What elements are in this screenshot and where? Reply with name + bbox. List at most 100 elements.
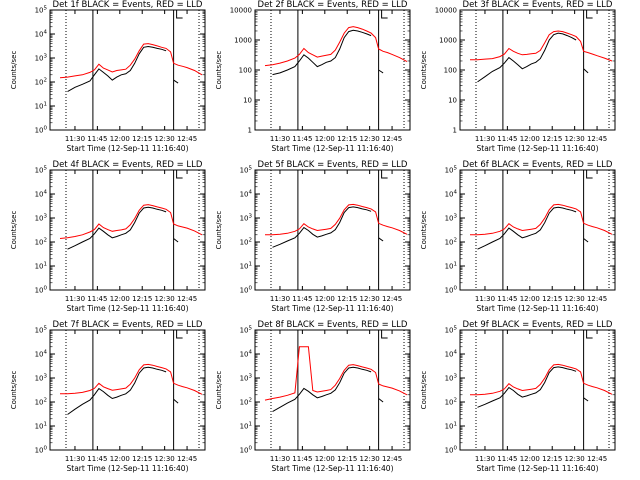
y-tick-label: 102	[35, 238, 47, 247]
x-tick-label: 12:00	[520, 455, 540, 463]
panel-7: Det 7f BLACK = Events, RED = LLD 100 101 10…	[10, 320, 206, 473]
x-tick-label: 12:00	[110, 295, 130, 303]
series-line-events	[272, 366, 384, 413]
bracket-mark	[586, 10, 593, 19]
x-tick-label: 12:30	[565, 295, 585, 303]
panel-title: Det 2f BLACK = Events, RED = LLD	[258, 0, 408, 10]
bracket-mark	[176, 170, 183, 179]
y-tick-label: 105	[35, 6, 48, 15]
x-tick-label: 12:15	[542, 295, 562, 303]
y-tick-label: 100	[445, 286, 458, 295]
plot-frame	[49, 169, 206, 291]
y-tick-label: 10000	[435, 7, 457, 15]
y-tick-label: 104	[445, 350, 458, 359]
x-tick-label: 12:00	[110, 135, 130, 143]
x-tick-label: 11:30	[475, 455, 495, 463]
y-tick-label: 100	[239, 67, 252, 75]
y-tick-label: 10	[448, 97, 457, 105]
y-tick-label: 105	[445, 166, 458, 175]
panel-3: Det 3f BLACK = Events, RED = LLD 1 10 100 10…	[420, 0, 616, 153]
panel-title: Det 7f BLACK = Events, RED = LLD	[53, 320, 203, 330]
y-tick-label: 10000	[230, 7, 252, 15]
bracket-mark	[381, 10, 388, 19]
panel-title: Det 5f BLACK = Events, RED = LLD	[258, 160, 408, 170]
y-tick-label: 105	[35, 326, 48, 335]
x-tick-label: 12:30	[155, 135, 175, 143]
x-tick-label: 12:15	[132, 295, 152, 303]
y-tick-label: 100	[35, 446, 48, 455]
series-line-lld	[264, 26, 408, 67]
y-tick-label: 103	[35, 214, 48, 223]
y-tick-label: 103	[35, 54, 48, 63]
y-axis-label: Counts/sec	[215, 371, 223, 410]
plot-frame	[254, 329, 411, 451]
plot-frame	[49, 329, 206, 451]
x-tick-label: 11:30	[65, 455, 85, 463]
x-tick-label: 12:45	[177, 135, 197, 143]
series-line-events	[67, 366, 179, 415]
y-tick-label: 101	[35, 422, 47, 431]
y-tick-label: 105	[240, 166, 253, 175]
y-tick-label: 100	[35, 126, 48, 135]
panel-title: Det 4f BLACK = Events, RED = LLD	[53, 160, 203, 170]
x-tick-label: 12:30	[155, 455, 175, 463]
x-axis-label: Start Time (12-Sep-11 11:16:40)	[272, 144, 394, 153]
x-tick-label: 11:30	[65, 135, 85, 143]
y-tick-label: 100	[240, 286, 253, 295]
bracket-mark	[381, 330, 388, 339]
y-tick-label: 105	[35, 166, 48, 175]
x-tick-label: 12:00	[315, 295, 335, 303]
x-tick-label: 12:00	[520, 135, 540, 143]
bracket-mark	[381, 170, 388, 179]
y-tick-label: 100	[240, 446, 253, 455]
x-axis-label: Start Time (12-Sep-11 11:16:40)	[477, 144, 599, 153]
x-tick-label: 12:00	[110, 455, 130, 463]
x-tick-label: 12:45	[382, 455, 402, 463]
series-line-events	[272, 29, 384, 76]
y-tick-label: 1	[453, 127, 457, 135]
bracket-mark	[586, 170, 593, 179]
x-tick-label: 12:45	[587, 455, 607, 463]
x-axis-label: Start Time (12-Sep-11 11:16:40)	[272, 304, 394, 313]
x-tick-label: 12:30	[155, 295, 175, 303]
series-line-lld	[264, 346, 408, 401]
panel-9: Det 9f BLACK = Events, RED = LLD 100 101 10…	[420, 320, 616, 473]
panel-6: Det 6f BLACK = Events, RED = LLD 100 101 10…	[420, 160, 616, 313]
x-tick-label: 11:45	[292, 295, 312, 303]
y-tick-label: 104	[240, 350, 253, 359]
y-tick-label: 101	[240, 262, 252, 271]
y-tick-label: 103	[240, 214, 253, 223]
series-line-lld	[470, 363, 613, 396]
y-tick-label: 101	[445, 262, 457, 271]
series-line-lld	[60, 363, 203, 395]
y-tick-label: 102	[445, 398, 457, 407]
y-tick-label: 103	[35, 374, 48, 383]
y-tick-label: 101	[240, 422, 252, 431]
panel-title: Det 9f BLACK = Events, RED = LLD	[463, 320, 613, 330]
y-axis-label: Counts/sec	[215, 51, 223, 90]
x-tick-label: 11:30	[270, 295, 290, 303]
y-axis-label: Counts/sec	[10, 51, 18, 90]
x-tick-label: 11:45	[87, 135, 107, 143]
y-tick-label: 105	[240, 326, 253, 335]
y-tick-label: 105	[445, 326, 458, 335]
x-tick-label: 12:45	[587, 295, 607, 303]
plot-frame	[254, 9, 411, 131]
panel-title: Det 1f BLACK = Events, RED = LLD	[53, 0, 203, 10]
series-line-events	[477, 206, 589, 250]
x-tick-label: 12:45	[177, 295, 197, 303]
y-tick-label: 102	[35, 78, 47, 87]
y-tick-label: 102	[240, 238, 252, 247]
panel-title: Det 8f BLACK = Events, RED = LLD	[258, 320, 408, 330]
y-tick-label: 100	[444, 67, 457, 75]
x-tick-label: 12:00	[315, 455, 335, 463]
y-tick-label: 101	[35, 102, 47, 111]
panel-2: Det 2f BLACK = Events, RED = LLD 1 10 100 10…	[215, 0, 411, 153]
x-tick-label: 11:45	[497, 135, 517, 143]
x-tick-label: 12:30	[565, 455, 585, 463]
y-tick-label: 103	[445, 214, 458, 223]
x-tick-label: 12:45	[587, 135, 607, 143]
y-tick-label: 104	[445, 190, 458, 199]
y-tick-label: 100	[445, 446, 458, 455]
